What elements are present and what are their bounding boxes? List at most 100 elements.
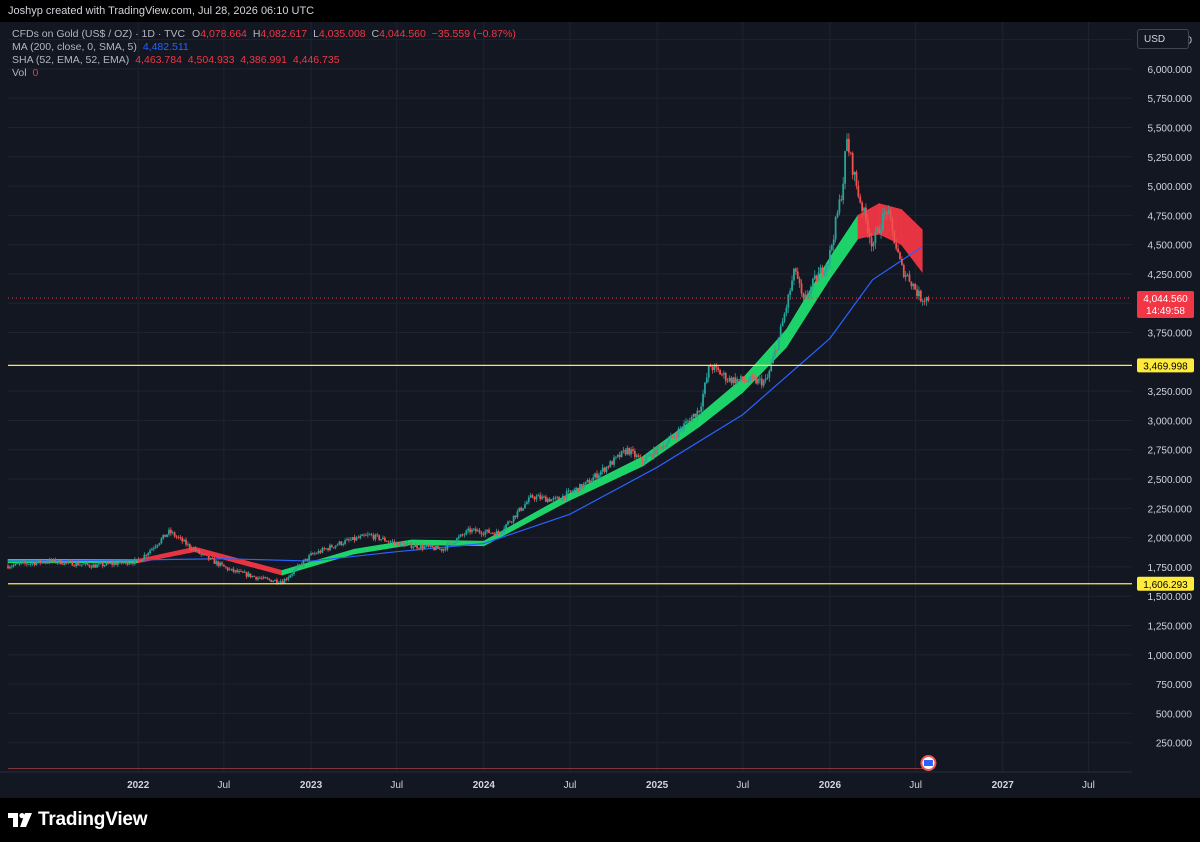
candle-body (575, 487, 578, 490)
candle-body (264, 577, 267, 579)
candle-body (531, 495, 534, 498)
price-chart[interactable]: 250.000 500.000 750.000 1,000.000 1,250.000 1… (0, 22, 1200, 798)
sha-band-segment (901, 208, 923, 273)
candle-body (692, 413, 695, 417)
candle-body (490, 532, 492, 534)
candle-body (105, 562, 108, 566)
top-caption-bar: Joshyp created with TradingView.com, Jul… (0, 0, 1200, 22)
candle-body (399, 542, 401, 547)
candle-body (329, 545, 331, 551)
candle-body (168, 529, 170, 535)
candle-body (88, 564, 91, 567)
candle-body (847, 138, 850, 153)
candle-body (251, 575, 254, 578)
candle-body (791, 280, 793, 291)
legend-symbol[interactable]: CFDs on Gold (US$ / OZ) · 1D · TVC (12, 28, 186, 40)
candle-body (643, 462, 646, 463)
legend-high: 4,082.617 (260, 28, 308, 40)
candle-body (535, 496, 538, 500)
candle-body (757, 378, 759, 384)
currency-button[interactable]: USD (1137, 29, 1189, 49)
tradingview-logo[interactable]: TradingView (8, 809, 148, 831)
candle-body (433, 547, 436, 551)
candle-body (906, 274, 909, 276)
candle-body (857, 185, 860, 197)
candle-body (632, 449, 634, 451)
candle-body (63, 561, 66, 565)
candle-body (660, 446, 663, 449)
candle-body (637, 455, 640, 457)
legend-close-label: C (371, 28, 380, 40)
candle-body (707, 366, 710, 378)
x-tick-label: Jul (909, 780, 922, 791)
horizontal-level-tag (1137, 576, 1194, 591)
candle-body (524, 504, 526, 509)
x-tick-label: 2024 (473, 780, 496, 791)
x-tick-label: Jul (1082, 780, 1095, 791)
candle-body (370, 534, 373, 536)
candle-body (815, 275, 818, 281)
candle-body (781, 321, 784, 327)
candle-body (893, 230, 896, 244)
candle-body (512, 515, 515, 522)
chart-panel[interactable]: 250.000 500.000 750.000 1,000.000 1,250.000 1… (0, 22, 1200, 798)
candle-body (738, 379, 740, 380)
candle-body (717, 367, 720, 371)
candle-body (452, 543, 454, 545)
candle-body (107, 562, 110, 564)
candle-body (262, 577, 265, 579)
candle-body (774, 349, 776, 356)
candle-body (507, 521, 509, 525)
legend-ma-label: MA (200, close, 0, SMA, 5) (12, 41, 137, 53)
candle-body (878, 227, 881, 234)
candle-body (111, 562, 114, 565)
y-tick-label: 5,000.000 (1148, 182, 1193, 193)
candle-body (921, 300, 924, 302)
candle-body (813, 275, 816, 279)
candle-body (141, 559, 144, 562)
candle-body (811, 278, 814, 287)
candle-body (60, 560, 62, 565)
candle-body (344, 540, 347, 544)
candle-body (474, 528, 477, 532)
candle-body (758, 378, 761, 380)
candle-body (577, 487, 579, 492)
x-tick-label: Jul (736, 780, 749, 791)
y-tick-label: 5,250.000 (1148, 153, 1193, 164)
candle-body (291, 573, 293, 576)
candle-body (448, 542, 451, 544)
candle-body (671, 435, 674, 437)
candle-body (173, 532, 176, 537)
candle-body (829, 250, 831, 264)
candle-body (713, 365, 716, 371)
candle-body (927, 297, 930, 301)
candle-body (58, 560, 61, 563)
candle-body (870, 237, 873, 247)
candle-body (414, 544, 417, 547)
candle-body (853, 171, 856, 175)
candle-body (685, 421, 687, 424)
candle-body (588, 479, 591, 484)
candle-body (669, 435, 672, 439)
candle-body (497, 531, 500, 534)
candle-body (43, 561, 45, 563)
legend-sha-row[interactable]: SHA (52, EMA, 52, EMA) 4,463.784 4,504.9… (12, 54, 340, 66)
candle-body (736, 379, 739, 384)
x-tick-label: Jul (564, 780, 577, 791)
candle-body (688, 420, 691, 423)
candle-body (762, 380, 765, 386)
candle-body (315, 553, 318, 555)
y-tick-label: 6,000.000 (1148, 65, 1193, 76)
candle-body (429, 545, 432, 547)
candle-body (402, 543, 405, 547)
candle-body (347, 539, 350, 541)
legend-ma-row[interactable]: MA (200, close, 0, SMA, 5) 4,482.511 (12, 41, 189, 53)
horizontal-level-label: 3,469.998 (1143, 361, 1188, 372)
candle-body (823, 272, 826, 275)
candle-body (342, 543, 345, 545)
candle-body (503, 528, 506, 532)
legend-vol-row[interactable]: Vol 0 (12, 67, 38, 79)
candle-body (52, 559, 55, 562)
candle-body (177, 536, 180, 538)
candle-body (226, 567, 229, 571)
